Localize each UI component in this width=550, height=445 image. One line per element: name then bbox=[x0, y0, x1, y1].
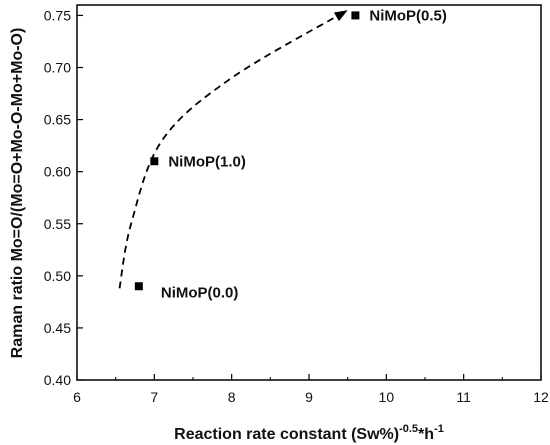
x-axis-title-main: Reaction rate constant (Sw%) bbox=[174, 426, 399, 443]
point-label: NiMoP(1.0) bbox=[168, 153, 246, 170]
plot-area-border bbox=[76, 4, 542, 381]
x-tick-label: 6 bbox=[73, 389, 81, 405]
x-tick-label: 11 bbox=[456, 389, 471, 405]
y-tick-label: 0.60 bbox=[44, 164, 71, 180]
x-axis-title-sup2: -1 bbox=[434, 423, 444, 435]
y-tick-label: 0.55 bbox=[44, 216, 71, 232]
data-point bbox=[150, 157, 159, 166]
y-tick-label: 0.70 bbox=[44, 60, 71, 76]
data-point bbox=[134, 282, 143, 291]
point-label: NiMoP(0.5) bbox=[369, 7, 447, 24]
y-tick-label: 0.65 bbox=[44, 112, 71, 128]
data-points: NiMoP(0.0) NiMoP(1.0) NiMoP(0.5) bbox=[134, 7, 447, 301]
x-axis-title: Reaction rate constant (Sw%)-0.5*h-1 bbox=[174, 423, 444, 443]
point-label: NiMoP(0.0) bbox=[161, 284, 239, 301]
trend-arrow-line bbox=[118, 9, 349, 289]
y-tick-label: 0.50 bbox=[44, 268, 71, 284]
y-tick-label: 0.40 bbox=[44, 372, 71, 388]
x-tick-label: 7 bbox=[150, 389, 158, 405]
y-tick-label: 0.45 bbox=[44, 320, 71, 336]
plot-frame bbox=[76, 4, 542, 381]
x-tick-label: 9 bbox=[305, 389, 313, 405]
data-point bbox=[351, 11, 360, 20]
x-axis: 6 7 8 9 10 11 12 bbox=[73, 374, 549, 405]
y-axis: 0.40 0.45 0.50 0.55 0.60 0.65 0.70 0.75 bbox=[44, 7, 83, 388]
x-axis-title-tail: *h bbox=[418, 426, 434, 443]
y-tick-label: 0.75 bbox=[44, 7, 71, 23]
x-axis-title-sup: -0.5 bbox=[399, 423, 418, 435]
x-tick-label: 10 bbox=[379, 389, 395, 405]
x-tick-label: 12 bbox=[533, 389, 549, 405]
y-axis-title: Raman ratio Mo=O/(Mo=O+Mo-O-Mo+Mo-O) bbox=[9, 28, 26, 359]
trend-arrow-head bbox=[333, 10, 348, 22]
x-tick-label: 8 bbox=[228, 389, 236, 405]
